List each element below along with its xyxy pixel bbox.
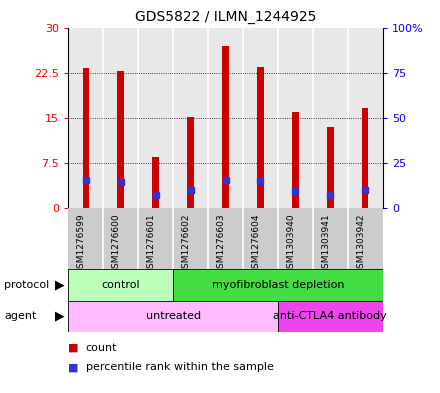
Bar	[257, 67, 264, 208]
Bar	[292, 112, 299, 208]
Text: GSM1276599: GSM1276599	[77, 213, 86, 274]
Text: count: count	[86, 343, 117, 353]
Bar	[187, 117, 194, 208]
Bar	[222, 46, 229, 208]
Text: GSM1303942: GSM1303942	[356, 213, 365, 274]
Text: ▶: ▶	[55, 310, 64, 323]
Text: control: control	[101, 280, 140, 290]
Text: GSM1276600: GSM1276600	[112, 213, 121, 274]
Bar	[83, 68, 89, 208]
Text: myofibroblast depletion: myofibroblast depletion	[212, 280, 344, 290]
Text: GSM1303941: GSM1303941	[321, 213, 330, 274]
Bar	[173, 269, 383, 301]
Bar	[117, 71, 124, 208]
Text: GSM1276601: GSM1276601	[147, 213, 156, 274]
Text: protocol: protocol	[4, 280, 50, 290]
Text: agent: agent	[4, 311, 37, 321]
Text: untreated: untreated	[146, 311, 201, 321]
Text: anti-CTLA4 antibody: anti-CTLA4 antibody	[274, 311, 387, 321]
Text: percentile rank within the sample: percentile rank within the sample	[86, 362, 274, 373]
Bar	[278, 301, 383, 332]
Text: ■: ■	[68, 343, 79, 353]
Text: ▶: ▶	[55, 278, 64, 292]
Text: GSM1276602: GSM1276602	[182, 213, 191, 274]
Title: GDS5822 / ILMN_1244925: GDS5822 / ILMN_1244925	[135, 10, 316, 24]
Bar	[68, 301, 278, 332]
Bar	[68, 269, 173, 301]
Text: GSM1276604: GSM1276604	[251, 213, 260, 274]
Bar	[327, 127, 334, 208]
Bar	[152, 157, 159, 208]
Text: GSM1303940: GSM1303940	[286, 213, 295, 274]
Text: ■: ■	[68, 362, 79, 373]
Bar	[362, 108, 368, 208]
Text: GSM1276603: GSM1276603	[216, 213, 226, 274]
